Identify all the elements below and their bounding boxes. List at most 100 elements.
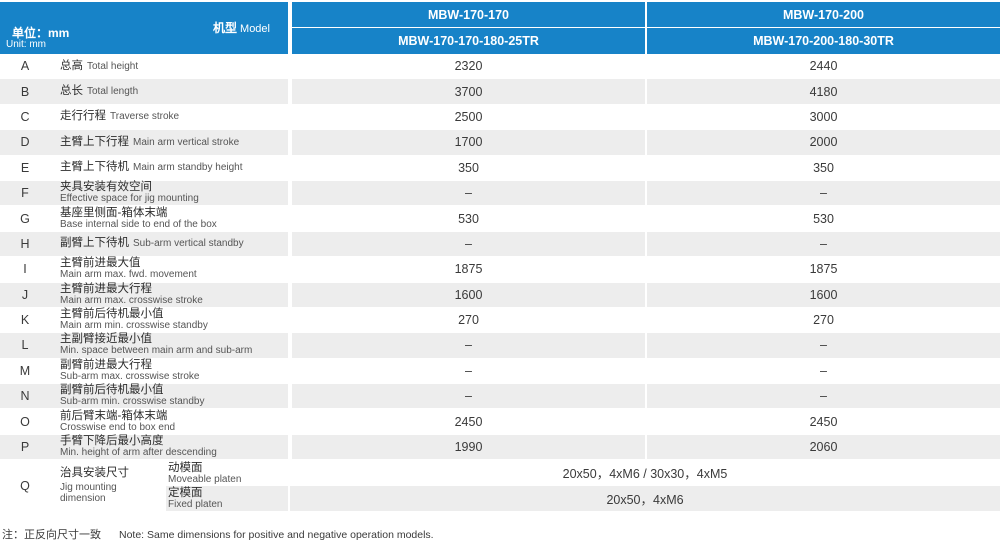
row-value-model-2: 1600 <box>645 282 1000 308</box>
q-sub-moveable: 动模面 Moveable platen <box>168 461 288 486</box>
model-label-en: Model <box>240 23 270 35</box>
row-label-en: Main arm standby height <box>133 162 243 174</box>
row-code: O <box>0 409 50 435</box>
row-label: 主臂前进最大值 Main arm max. fwd. movement <box>50 257 290 283</box>
q-sub1-zh: 动模面 <box>168 461 203 474</box>
row-value-model-1: 1700 <box>290 130 645 156</box>
row-code: N <box>0 384 50 410</box>
row-value-model-2: – <box>645 333 1000 359</box>
row-code: D <box>0 130 50 156</box>
row-value-model-1: 1990 <box>290 434 645 461</box>
table-row: A 总高 Total height 2320 2440 <box>0 54 1000 80</box>
row-code: A <box>0 54 50 80</box>
q-sub1-en: Moveable platen <box>168 473 242 485</box>
row-label-en: Crosswise end to box end <box>60 421 176 433</box>
table-row: H 副臂上下待机 Sub-arm vertical standby – – <box>0 231 1000 258</box>
row-label: 总高 Total height <box>50 54 290 80</box>
row-label: 总长 Total length <box>50 79 290 105</box>
row-label-en: Base internal side to end of the box <box>60 218 217 230</box>
row-label-zh: 走行行程 <box>60 110 106 123</box>
row-value-model-2: – <box>645 358 1000 385</box>
header-row-top: 机型 Model 单位：mm Unit: mm MBW-170-170 MBW-1… <box>0 2 1000 54</box>
row-label-zh: 基座里侧面-箱体末端 <box>60 206 168 219</box>
row-label-en: Sub-arm vertical standby <box>133 238 244 250</box>
q-label-en-2: dimension <box>60 493 106 505</box>
row-label-zh: 主臂前进最大值 <box>60 257 141 270</box>
table-row: J 主臂前进最大行程 Main arm max. crosswise stroke 1… <box>0 282 1000 308</box>
model-1-series: MBW-170-170 <box>290 2 645 28</box>
row-value-model-2: 270 <box>645 307 1000 334</box>
row-label: 副臂上下待机 Sub-arm vertical standby <box>50 231 290 258</box>
row-label-en: Effective space for jig mounting <box>60 193 199 205</box>
row-code: J <box>0 282 50 308</box>
row-label: 副臂前进最大行程 Sub-arm max. crosswise stroke <box>50 358 290 385</box>
row-label-en: Min. height of arm after descending <box>60 447 217 459</box>
row-value-model-1: 1600 <box>290 282 645 308</box>
row-code: Q <box>0 460 50 512</box>
table-row-q-fixed: 20x50，4xM6 <box>0 485 1000 512</box>
row-value-model-2: 4180 <box>645 79 1000 105</box>
row-label: 主臂上下待机 Main arm standby height <box>50 155 290 181</box>
q-sub2-en: Fixed platen <box>168 498 223 510</box>
row-code: E <box>0 155 50 181</box>
q-sub2-zh: 定模面 <box>168 486 203 499</box>
spec-table: 机型 Model 单位：mm Unit: mm MBW-170-170 MBW-1… <box>0 2 1000 512</box>
table-row: N 副臂前后待机最小值 Sub-arm min. crosswise standby… <box>0 384 1000 410</box>
row-value-model-2: 3000 <box>645 104 1000 131</box>
footnote: 注：正反向尺寸一致 Note: Same dimensions for posit… <box>2 526 434 542</box>
row-value-model-1: 1875 <box>290 257 645 283</box>
q-value-fixed: 20x50，4xM6 <box>290 485 1000 512</box>
row-code: M <box>0 358 50 385</box>
table-row: K 主臂前后待机最小值 Main arm min. crosswise standb… <box>0 307 1000 334</box>
row-value-model-1: 2320 <box>290 54 645 80</box>
row-label-en: Sub-arm min. crosswise standby <box>60 396 205 408</box>
row-label-zh: 主副臂接近最小值 <box>60 333 152 346</box>
row-value-model-2: 2000 <box>645 130 1000 156</box>
unit-label-zh: 单位：mm <box>12 26 70 40</box>
q-value-moveable: 20x50，4xM6 / 30x30，4xM5 <box>290 460 1000 486</box>
row-label: 基座里侧面-箱体末端 Base internal side to end of t… <box>50 206 290 232</box>
row-label: 手臂下降后最小高度 Min. height of arm after descen… <box>50 434 290 461</box>
row-label-zh: 副臂前进最大行程 <box>60 358 152 371</box>
model-2-series: MBW-170-200 <box>645 2 1000 28</box>
row-code: I <box>0 257 50 283</box>
row-label-zh: 总高 <box>60 59 83 72</box>
row-label-zh: 主臂上下行程 <box>60 135 129 148</box>
table-row: F 夹具安装有效空间 Effective space for jig mountin… <box>0 180 1000 207</box>
table-row: O 前后臂末端-箱体末端 Crosswise end to box end 2450 2… <box>0 409 1000 435</box>
model-label: 机型 Model <box>213 19 270 36</box>
row-value-model-1: 350 <box>290 155 645 181</box>
row-label-en: Main arm max. crosswise stroke <box>60 294 203 306</box>
row-label: 走行行程 Traverse stroke <box>50 104 290 131</box>
row-label-en: Sub-arm max. crosswise stroke <box>60 370 200 382</box>
row-value-model-2: – <box>645 180 1000 207</box>
table-row: D 主臂上下行程 Main arm vertical stroke 1700 2000 <box>0 130 1000 156</box>
row-label-en: Main arm max. fwd. movement <box>60 269 197 281</box>
row-label: 主臂前进最大行程 Main arm max. crosswise stroke <box>50 282 290 308</box>
row-label: 夹具安装有效空间 Effective space for jig mounting <box>50 180 290 207</box>
table-row: E 主臂上下待机 Main arm standby height 350 350 <box>0 155 1000 181</box>
row-value-model-1: 2450 <box>290 409 645 435</box>
row-value-model-1: – <box>290 231 645 258</box>
q-label-en-1: Jig mounting <box>60 482 117 494</box>
row-label-en: Total length <box>87 86 139 98</box>
header-row-bottom: MBW-170-170-180-25TR MBW-170-200-180-30T… <box>0 28 1000 54</box>
row-code: B <box>0 79 50 105</box>
model-2-full: MBW-170-200-180-30TR <box>645 28 1000 54</box>
row-label-en: Traverse stroke <box>110 111 180 123</box>
row-value-model-1: 3700 <box>290 79 645 105</box>
row-label: 副臂前后待机最小值 Sub-arm min. crosswise standby <box>50 384 290 410</box>
table-row: C 走行行程 Traverse stroke 2500 3000 <box>0 104 1000 131</box>
table-row: P 手臂下降后最小高度 Min. height of arm after desce… <box>0 434 1000 461</box>
row-label-zh: 副臂前后待机最小值 <box>60 384 164 397</box>
row-value-model-1: – <box>290 384 645 410</box>
row-code: K <box>0 307 50 334</box>
row-code: P <box>0 434 50 461</box>
header-corner: 机型 Model 单位：mm Unit: mm <box>0 2 290 54</box>
table-row: G 基座里侧面-箱体末端 Base internal side to end of … <box>0 206 1000 232</box>
row-label-zh: 副臂上下待机 <box>60 237 129 250</box>
row-value-model-2: 2060 <box>645 434 1000 461</box>
table-row: M 副臂前进最大行程 Sub-arm max. crosswise stroke – – <box>0 358 1000 385</box>
row-label-en: Total height <box>87 60 139 72</box>
